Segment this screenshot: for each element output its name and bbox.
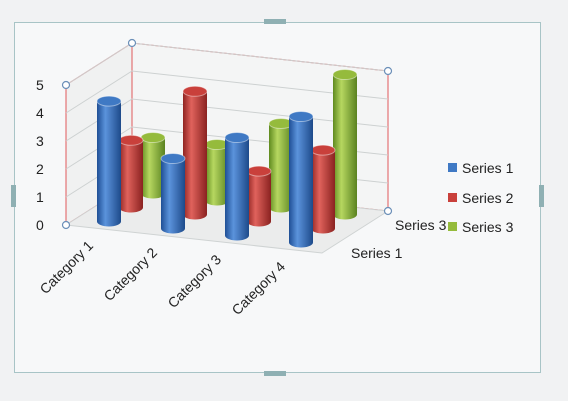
legend-swatch-series-1 (448, 163, 457, 172)
bar-body (269, 123, 293, 213)
legend-swatch-series-3 (448, 222, 457, 231)
bar-cap (246, 165, 272, 177)
x-tick-label: Category 4 (228, 258, 288, 318)
depth-tick-label: Series 1 (351, 245, 403, 261)
bar-cap (310, 144, 336, 156)
depth-tick-label: Series 3 (395, 217, 447, 233)
y-tick-label: 4 (36, 105, 44, 121)
y-tick-label: 3 (36, 133, 44, 149)
x-tick-label: Category 2 (100, 244, 160, 304)
bar-body (289, 116, 313, 248)
legend-label-series-3: Series 3 (462, 219, 514, 235)
bar-cap (140, 132, 166, 143)
bar-body (183, 91, 207, 220)
bar-series-3-category-1 (140, 132, 166, 199)
bar-cap (224, 132, 250, 143)
plot-area-handles[interactable] (61, 38, 393, 230)
depth-axis-ticks: Series 1 Series 3 (351, 217, 447, 261)
bar-body (225, 137, 249, 241)
y-axis-ticks: 0 1 2 3 4 5 (36, 77, 44, 233)
bar-series-2-category-4 (310, 144, 336, 234)
bar-body (97, 101, 122, 227)
bar-series-1-category-1 (96, 95, 122, 227)
bar-cap (332, 69, 358, 80)
bar-body (205, 144, 229, 206)
bar-body (247, 171, 271, 227)
bars (96, 69, 358, 248)
left-resize-handle[interactable] (11, 185, 16, 207)
plot-area-handle[interactable] (383, 206, 393, 216)
gridline (65, 70, 389, 114)
right-resize-handle[interactable] (539, 185, 544, 207)
bottom-resize-handle[interactable] (264, 371, 286, 376)
bar-cap (118, 134, 144, 146)
y-tick-label: 1 (36, 189, 44, 205)
legend-label-series-1: Series 1 (462, 160, 514, 176)
bar-series-2-category-2 (182, 85, 208, 220)
bar-series-1-category-2 (160, 153, 186, 234)
bar-series-3-category-3 (268, 118, 294, 213)
y-tick-label: 0 (36, 217, 44, 233)
bar-body (333, 74, 357, 220)
bar-cap (160, 153, 186, 164)
bar-series-2-category-1 (118, 134, 144, 213)
legend: Series 1 Series 2 Series 3 (448, 160, 514, 235)
bar-body (161, 158, 185, 234)
plot-area-handle[interactable] (127, 38, 137, 48)
bar-cap (182, 85, 208, 97)
x-tick-label: Category 3 (164, 251, 224, 311)
bar-series-1-category-4 (288, 111, 314, 248)
top-resize-handle[interactable] (264, 19, 286, 24)
x-tick-label: Category 1 (36, 237, 96, 297)
bar-cap (288, 111, 314, 122)
plot-area-handle[interactable] (61, 80, 71, 90)
y-tick-label: 2 (36, 161, 44, 177)
x-axis-ticks: Category 1 Category 2 Category 3 Category 4 (36, 237, 288, 318)
bar-series-1-category-3 (224, 132, 250, 241)
bar-series-3-category-4 (332, 69, 358, 220)
legend-swatch-series-2 (448, 193, 457, 202)
bar-body (311, 150, 335, 234)
plot-area-handle[interactable] (383, 66, 393, 76)
plot-area-handle[interactable] (61, 220, 71, 230)
bar-series-2-category-3 (246, 165, 272, 227)
bar-cap (96, 95, 122, 107)
legend-label-series-2: Series 2 (462, 190, 514, 206)
resize-handles[interactable] (11, 19, 544, 376)
bar-body (141, 137, 165, 199)
y-tick-label: 5 (36, 77, 44, 93)
bar-body (119, 140, 143, 213)
